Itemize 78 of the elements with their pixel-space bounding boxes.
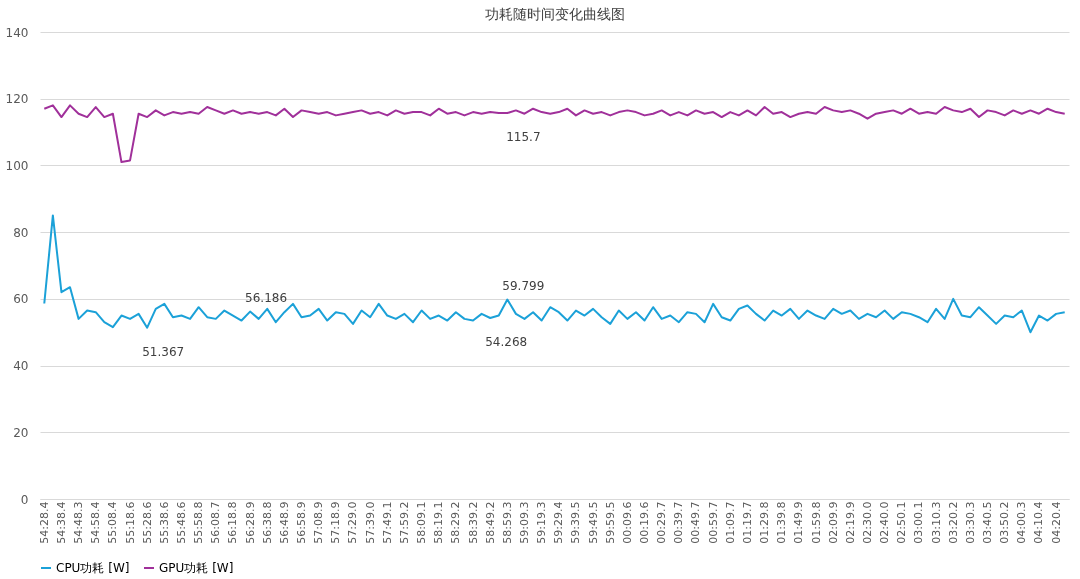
x-tick-label: 59:59.5 bbox=[603, 501, 617, 544]
x-tick-label: 01:09.7 bbox=[723, 501, 737, 544]
annotation: 51.367 bbox=[142, 344, 185, 359]
x-tick-label: 00:59.7 bbox=[706, 501, 720, 544]
x-tick-label: 01:29.8 bbox=[758, 501, 772, 544]
x-tick-label: 01:49.9 bbox=[792, 501, 806, 544]
y-tick-label: 0 bbox=[20, 492, 29, 507]
x-tick-label: 00:09.6 bbox=[620, 501, 634, 544]
annotation: 56.186 bbox=[245, 290, 288, 305]
x-tick-label: 55:28.6 bbox=[140, 501, 154, 544]
x-tick-label: 56:48.9 bbox=[277, 501, 291, 544]
x-tick-label: 04:10.4 bbox=[1032, 501, 1046, 544]
annotation: 115.7 bbox=[506, 130, 541, 145]
legend-label: GPU功耗 [W] bbox=[159, 561, 234, 575]
y-tick-label: 100 bbox=[5, 158, 29, 173]
x-tick-label: 57:39.0 bbox=[363, 501, 377, 544]
line-series bbox=[43, 104, 1066, 164]
x-tick-label: 55:18.6 bbox=[123, 501, 137, 544]
x-tick-label: 58:29.2 bbox=[449, 501, 463, 544]
x-tick-label: 59:09.3 bbox=[517, 501, 531, 544]
annotation: 54.268 bbox=[485, 334, 528, 349]
chart-title: 功耗随时间变化曲线图 bbox=[484, 6, 625, 22]
y-tick-label: 80 bbox=[13, 225, 29, 240]
x-tick-label: 59:29.4 bbox=[552, 501, 566, 544]
x-tick-label: 56:28.9 bbox=[243, 501, 257, 544]
x-tick-label: 54:38.4 bbox=[54, 501, 68, 544]
x-tick-label: 57:18.9 bbox=[329, 501, 343, 544]
y-tick-label: 20 bbox=[13, 425, 29, 440]
x-tick-label: 58:19.1 bbox=[432, 501, 446, 544]
x-tick-label: 02:40.0 bbox=[878, 501, 892, 544]
x-tick-label: 00:39.7 bbox=[672, 501, 686, 544]
y-tick-label: 40 bbox=[13, 359, 29, 374]
x-tick-label: 58:39.2 bbox=[466, 501, 480, 544]
x-tick-label: 55:38.6 bbox=[157, 501, 171, 544]
x-tick-label: 02:19.9 bbox=[843, 501, 857, 544]
x-tick-label: 03:10.3 bbox=[929, 501, 943, 544]
y-tick-label: 140 bbox=[5, 25, 29, 40]
x-tick-label: 03:20.2 bbox=[946, 501, 960, 544]
x-tick-label: 03:30.3 bbox=[963, 501, 977, 544]
x-tick-label: 56:08.7 bbox=[209, 501, 223, 544]
x-tick-label: 00:19.6 bbox=[638, 501, 652, 544]
x-tick-label: 54:48.3 bbox=[72, 501, 86, 544]
line-series bbox=[43, 214, 1066, 334]
x-tick-label: 57:08.9 bbox=[312, 501, 326, 544]
y-tick-label: 120 bbox=[5, 92, 29, 107]
y-tick-label: 60 bbox=[13, 292, 29, 307]
x-tick-label: 57:59.2 bbox=[397, 501, 411, 544]
legend-label: CPU功耗 [W] bbox=[56, 561, 130, 575]
x-tick-label: 55:48.6 bbox=[174, 501, 188, 544]
x-tick-label: 04:20.4 bbox=[1049, 501, 1063, 544]
x-tick-label: 55:58.8 bbox=[192, 501, 206, 544]
x-tick-label: 59:39.5 bbox=[569, 501, 583, 544]
x-tick-label: 03:00.1 bbox=[912, 501, 926, 544]
x-tick-label: 01:39.8 bbox=[775, 501, 789, 544]
x-tick-label: 57:29.0 bbox=[346, 501, 360, 544]
x-tick-label: 00:49.7 bbox=[689, 501, 703, 544]
x-tick-label: 56:38.8 bbox=[260, 501, 274, 544]
x-tick-label: 57:49.1 bbox=[380, 501, 394, 544]
x-tick-label: 54:58.4 bbox=[89, 501, 103, 544]
x-tick-label: 02:09.9 bbox=[826, 501, 840, 544]
x-tick-label: 02:50.1 bbox=[895, 501, 909, 544]
x-tick-label: 58:09.1 bbox=[415, 501, 429, 544]
annotation: 59.799 bbox=[502, 278, 545, 293]
x-tick-label: 04:00.3 bbox=[1015, 501, 1029, 544]
x-tick-label: 02:30.0 bbox=[860, 501, 874, 544]
x-tick-label: 58:49.2 bbox=[483, 501, 497, 544]
x-tick-label: 03:40.5 bbox=[981, 501, 995, 544]
x-tick-label: 01:19.7 bbox=[740, 501, 754, 544]
x-tick-label: 59:49.5 bbox=[586, 501, 600, 544]
x-tick-label: 54:28.4 bbox=[37, 501, 51, 544]
x-tick-label: 56:58.9 bbox=[295, 501, 309, 544]
x-tick-label: 03:50.2 bbox=[998, 501, 1012, 544]
x-tick-label: 56:18.8 bbox=[226, 501, 240, 544]
x-tick-label: 58:59.3 bbox=[500, 501, 514, 544]
x-tick-label: 59:19.3 bbox=[535, 501, 549, 544]
x-tick-label: 01:59.8 bbox=[809, 501, 823, 544]
x-tick-label: 00:29.7 bbox=[655, 501, 669, 544]
x-tick-label: 55:08.4 bbox=[106, 501, 120, 544]
